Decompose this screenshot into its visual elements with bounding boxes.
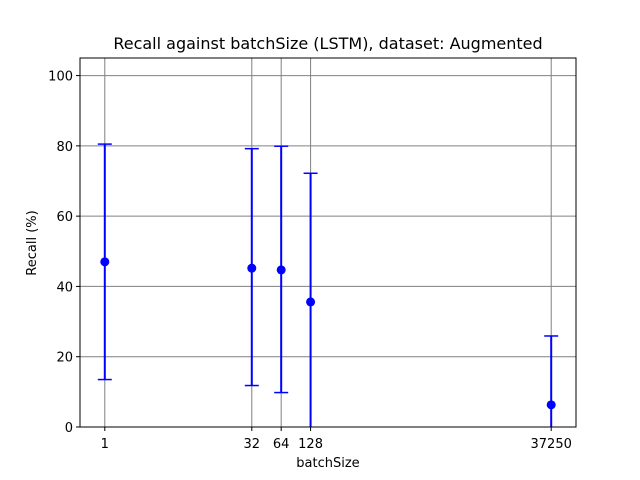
chart-title: Recall against batchSize (LSTM), dataset… — [113, 34, 542, 53]
data-point — [247, 263, 257, 273]
x-axis-label: batchSize — [296, 456, 359, 471]
x-tick-label: 128 — [298, 437, 323, 452]
data-point — [100, 257, 110, 267]
axis-ticks: 0 20 40 60 80 100 1 32 64 128 37250 — [48, 70, 572, 452]
y-tick-label: 0 — [65, 421, 73, 436]
data-point — [276, 265, 286, 275]
x-tick-label: 1 — [101, 437, 109, 452]
y-tick-label: 60 — [56, 210, 73, 225]
y-tick-label: 20 — [56, 351, 73, 366]
y-axis-label: Recall (%) — [25, 210, 40, 275]
plot-frame — [79, 57, 577, 428]
x-tick-label: 37250 — [531, 437, 572, 452]
data-point — [306, 297, 316, 307]
y-tick-label: 40 — [56, 280, 73, 295]
data-point — [546, 400, 556, 410]
x-tick-label: 64 — [273, 437, 290, 452]
x-tick-label: 32 — [244, 437, 261, 452]
data-marks — [97, 143, 559, 427]
y-tick-label: 80 — [56, 140, 73, 155]
y-tick-label: 100 — [48, 70, 73, 85]
